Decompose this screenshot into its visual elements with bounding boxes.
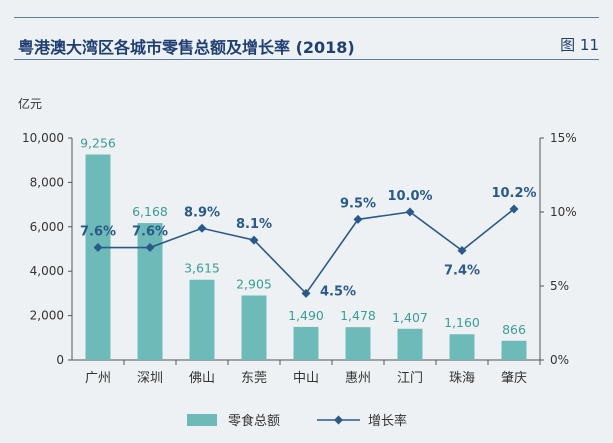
- line-point: [93, 243, 103, 253]
- x-axis-tick-label: 惠州: [345, 371, 371, 386]
- bar: [397, 328, 423, 360]
- bar: [85, 154, 111, 360]
- x-axis-tick-label: 肇庆: [501, 371, 527, 386]
- legend: 零食总额 增长率: [187, 413, 407, 429]
- legend-bar-label: 零食总额: [228, 413, 280, 429]
- bar: [293, 326, 319, 360]
- bar: [501, 340, 527, 360]
- right-axis-tick-label: 10%: [550, 205, 577, 219]
- right-axis-tick-label: 15%: [550, 131, 577, 145]
- bar-series: [85, 154, 527, 360]
- x-axis-tick-label: 中山: [293, 371, 319, 386]
- legend-bar-swatch: [187, 414, 217, 426]
- bar-value-label: 1,407: [392, 310, 428, 325]
- y-axis-unit: 亿元: [18, 97, 43, 111]
- bar-value-label: 2,905: [236, 277, 272, 292]
- line-point: [197, 223, 207, 233]
- x-axis-tick-label: 广州: [85, 371, 111, 386]
- bar-value-label: 866: [502, 322, 526, 337]
- left-axis-tick-label: 0: [56, 353, 64, 367]
- chart-title: 粤港澳大湾区各城市零售总额及增长率 (2018): [18, 38, 355, 57]
- bar-value-label: 3,615: [184, 261, 220, 276]
- bar-value-label: 1,490: [288, 308, 324, 323]
- bar: [241, 295, 267, 360]
- legend-line-marker: [334, 415, 343, 425]
- line-point: [353, 214, 363, 224]
- bar-value-label: 1,160: [444, 315, 480, 330]
- line-value-label: 9.5%: [340, 196, 376, 211]
- x-axis-tick-label: 东莞: [241, 371, 267, 386]
- figure-label: 图 11: [560, 36, 599, 54]
- x-axis-tick-label: 佛山: [189, 371, 215, 386]
- line-value-label: 7.6%: [80, 225, 116, 240]
- data-labels: 9,256 6,168 3,615 2,905 1,490 1,478 1,407 1,160…: [80, 136, 537, 337]
- right-axis-tick-label: 5%: [550, 279, 569, 293]
- line-point: [509, 204, 519, 214]
- bar: [449, 334, 475, 360]
- line-value-label: 8.1%: [236, 217, 272, 232]
- left-axis-tick-label: 4,000: [30, 264, 64, 278]
- line-value-label: 4.5%: [320, 284, 356, 299]
- line-point: [301, 288, 311, 298]
- line-point: [145, 243, 155, 253]
- line-point: [249, 235, 259, 245]
- x-axis-tick-label: 江门: [397, 371, 423, 386]
- title-rule: [14, 59, 599, 60]
- line-point: [457, 245, 467, 255]
- left-axis-tick-label: 6,000: [30, 220, 64, 234]
- legend-line-label: 增长率: [368, 413, 407, 429]
- x-axis-tick-label: 深圳: [137, 371, 163, 386]
- axes: 0 2,000 4,000 6,000 8,000 10,000 0% 5% 10% 15% 广州 深…: [22, 131, 577, 386]
- bar-value-label: 9,256: [80, 136, 116, 151]
- bar-value-label: 1,478: [340, 308, 376, 323]
- left-axis-tick-label: 2,000: [30, 309, 64, 323]
- bar: [189, 279, 215, 360]
- line-value-label: 7.6%: [132, 225, 168, 240]
- line-value-label: 7.4%: [444, 263, 480, 278]
- line-value-label: 10.2%: [491, 186, 536, 201]
- line-point: [405, 207, 415, 217]
- left-axis-tick-label: 8,000: [30, 175, 64, 189]
- bar-value-label: 6,168: [132, 204, 168, 219]
- bar: [345, 327, 371, 360]
- line-value-label: 8.9%: [184, 205, 220, 220]
- line-series: [93, 204, 519, 298]
- left-axis-tick-label: 10,000: [22, 131, 64, 145]
- top-rule: [14, 17, 599, 18]
- line-value-label: 10.0%: [387, 189, 432, 204]
- x-axis-tick-label: 珠海: [449, 371, 475, 386]
- right-axis-tick-label: 0%: [550, 353, 569, 367]
